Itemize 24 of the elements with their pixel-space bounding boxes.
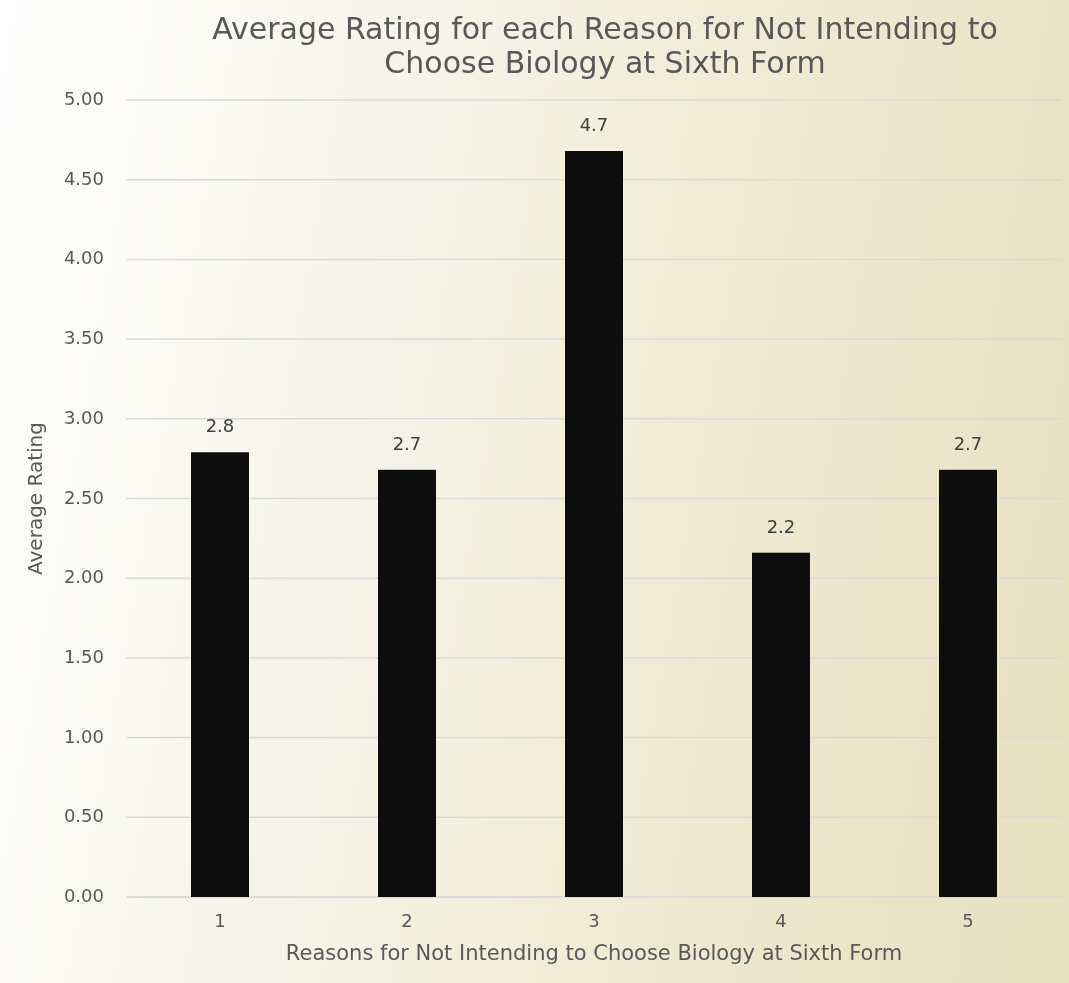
y-tick-label: 4.50 xyxy=(63,167,104,189)
y-tick-label: 4.00 xyxy=(63,247,104,269)
data-label: 2.7 xyxy=(953,432,983,454)
data-label: 2.8 xyxy=(205,415,235,437)
x-tick-label: 1 xyxy=(214,910,226,931)
data-label: 2.7 xyxy=(392,432,422,454)
y-tick-label: 3.50 xyxy=(63,327,104,349)
y-tick-label: 2.00 xyxy=(63,566,104,588)
data-label: 2.2 xyxy=(766,515,796,537)
x-axis-title: Reasons for Not Intending to Choose Biology at Sixth Form xyxy=(285,941,903,965)
y-tick-label: 0.00 xyxy=(63,885,104,906)
y-tick-label: 1.00 xyxy=(63,725,104,747)
y-tick-label: 1.50 xyxy=(63,645,104,667)
x-tick-label: 3 xyxy=(588,910,600,931)
y-tick-label: 5.00 xyxy=(63,88,104,109)
y-tick-label: 0.50 xyxy=(63,805,104,827)
y-tick-label: 2.50 xyxy=(63,486,104,508)
chart-title: Average Rating for each Reason for Not Intending to Choose Biology at Sixth Form xyxy=(212,10,998,80)
y-tick-label: 3.00 xyxy=(63,406,104,428)
x-tick-label: 4 xyxy=(775,910,787,931)
y-axis-title: Average Rating xyxy=(22,422,47,575)
x-tick-label: 2 xyxy=(401,910,413,931)
data-label: 4.7 xyxy=(579,114,609,136)
x-tick-label: 5 xyxy=(962,910,974,931)
